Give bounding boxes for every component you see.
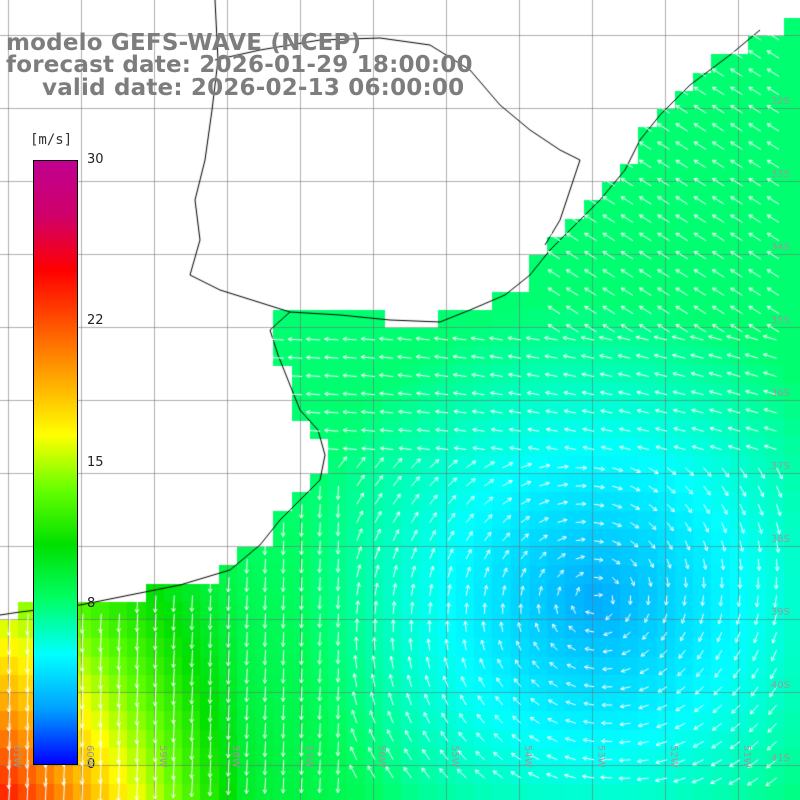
colorbar: [33, 160, 78, 765]
latitude-label: 37S: [770, 461, 790, 472]
latitude-label: 39S: [770, 607, 790, 618]
longitude-label: 55W: [449, 745, 460, 768]
longitude-label: 60W: [84, 745, 95, 768]
model-title: modelo GEFS-WAVE (NCEP): [6, 30, 362, 56]
longitude-label: 59W: [157, 745, 168, 768]
latitude-label: 33S: [770, 169, 790, 180]
longitude-label: 57W: [303, 745, 314, 768]
latitude-label: 32S: [770, 96, 790, 107]
longitude-label: 56W: [376, 745, 387, 768]
colorbar-tick: 22: [87, 313, 104, 329]
longitude-label: 52W: [668, 745, 679, 768]
longitude-label: 51W: [741, 745, 752, 768]
longitude-label: 61W: [11, 745, 22, 768]
colorbar-unit: [m/s]: [30, 132, 73, 148]
colorbar-tick: 15: [87, 454, 104, 470]
latitude-label: 38S: [770, 534, 790, 545]
longitude-label: 58W: [230, 745, 241, 768]
colorbar-tick: 30: [87, 152, 104, 167]
colorbar-tick: 0: [87, 757, 96, 772]
latitude-label: 34S: [770, 242, 790, 253]
latitude-label: 35S: [770, 315, 790, 326]
latitude-label: 41S: [770, 753, 790, 764]
valid-date: valid date: 2026-02-13 06:00:00: [42, 75, 465, 101]
latitude-label: 40S: [770, 680, 790, 691]
forecast-date: forecast date: 2026-01-29 18:00:00: [6, 52, 473, 78]
colorbar-tick: 8: [87, 595, 96, 611]
longitude-label: 54W: [522, 745, 533, 768]
longitude-label: 53W: [595, 745, 606, 768]
latitude-label: 36S: [770, 388, 790, 399]
